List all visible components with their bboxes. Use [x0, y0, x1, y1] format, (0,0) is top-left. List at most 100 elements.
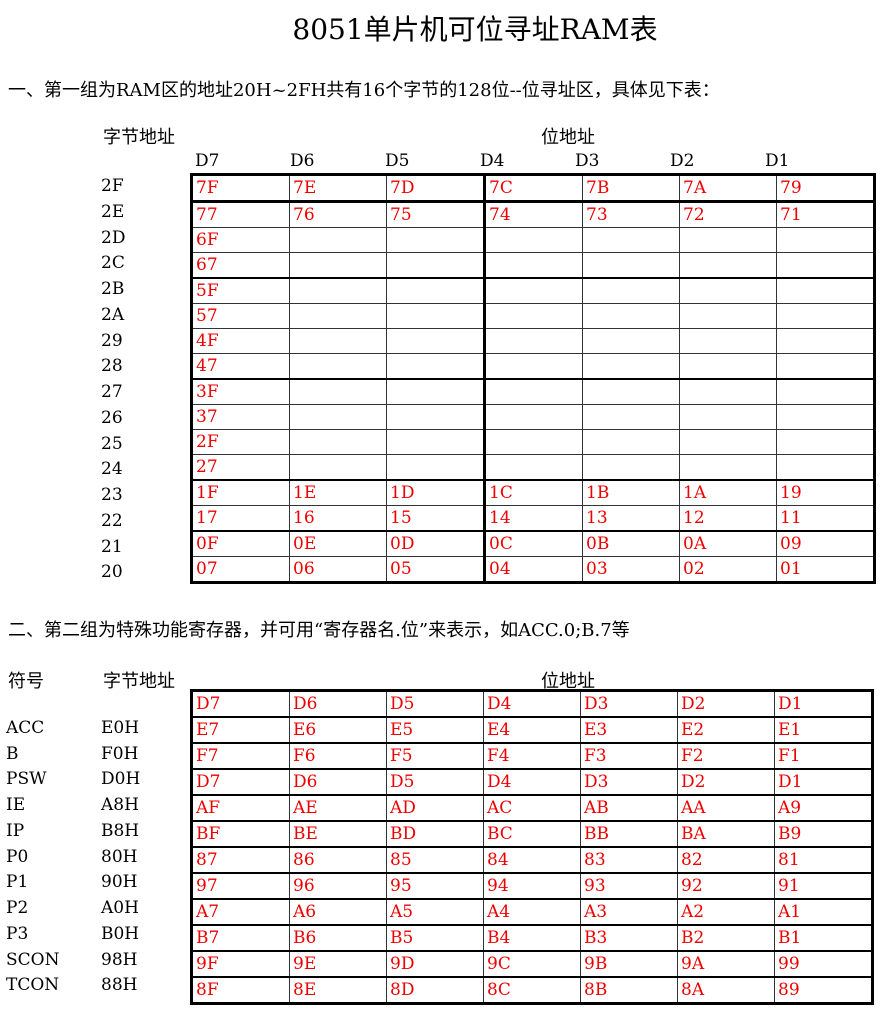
row-byte-address: 29 — [101, 330, 123, 351]
register-symbol: SCON — [6, 949, 60, 970]
bit-cell: D2 — [677, 690, 775, 718]
bit-cell — [483, 252, 583, 279]
table-row: 5F — [190, 277, 875, 304]
bit-cell — [776, 378, 875, 405]
bit-cell — [386, 227, 485, 253]
table-row: F7 F6 F5 F4 F3 F2 F1 — [190, 742, 873, 770]
row-byte-address: 27 — [101, 382, 123, 402]
register-byte-address: B0H — [101, 923, 140, 944]
bit-cell: A1 — [774, 898, 873, 926]
bit-cell — [483, 303, 583, 329]
bit-cell: 91 — [774, 872, 873, 900]
bit-cell: D5 — [386, 768, 484, 796]
table-row: 6F — [190, 227, 875, 253]
register-byte-address: 98H — [101, 949, 138, 970]
bit-cell: 85 — [386, 846, 484, 874]
bit-address-table-1: 7F 7E 7D 7C 7B 7A 79 77 76 75 74 73 72 71 6F 67 5F 57 4F 47… — [190, 173, 876, 584]
table-row: D7 D6 D5 D4 D3 D2 D1 — [190, 768, 873, 796]
bit-cell: 8B — [580, 976, 678, 1005]
table-row: E7 E6 E5 E4 E3 E2 E1 — [190, 716, 873, 744]
table-row: 07 06 05 04 03 02 01 — [190, 556, 875, 583]
bit-cell: A3 — [580, 898, 678, 926]
bit-cell: F2 — [677, 742, 775, 770]
bit-cell: 15 — [386, 505, 485, 532]
bit-cell: 8E — [289, 976, 387, 1005]
bit-cell: E6 — [289, 716, 387, 744]
bit-cell — [386, 277, 485, 304]
bit-cell — [679, 404, 777, 430]
bit-cell: B2 — [677, 924, 775, 952]
bit-cell: 75 — [386, 201, 485, 228]
bit-cell: 0E — [289, 530, 387, 557]
bit-cell: 7A — [679, 174, 777, 203]
bit-cell: 0C — [483, 530, 583, 557]
column-header: D7 — [195, 151, 220, 171]
bit-cell: 2F — [190, 429, 290, 455]
bit-cell: F6 — [289, 742, 387, 770]
bit-cell — [289, 303, 387, 329]
bit-cell — [386, 429, 485, 455]
row-byte-address: 2F — [101, 176, 124, 196]
table-row: 67 — [190, 252, 875, 279]
bit-cell — [289, 353, 387, 380]
bit-cell — [582, 378, 680, 405]
bit-cell — [679, 328, 777, 354]
bit-cell — [679, 378, 777, 405]
bit-cell: 27 — [190, 454, 290, 481]
bit-cell: 7C — [483, 174, 583, 203]
bit-cell: AA — [677, 794, 775, 822]
register-symbol: P3 — [6, 923, 29, 944]
table-row: 57 — [190, 303, 875, 329]
bit-cell: A9 — [774, 794, 873, 822]
column-header: D5 — [385, 151, 410, 171]
table-row: 27 — [190, 454, 875, 481]
bit-cell — [776, 227, 875, 253]
bit-cell — [776, 277, 875, 304]
register-byte-address: D0H — [101, 769, 141, 790]
bit-cell: F7 — [190, 742, 290, 770]
bit-cell: D6 — [289, 768, 387, 796]
bit-cell: 1F — [190, 479, 290, 506]
table-row: 87 86 85 84 83 82 81 — [190, 846, 873, 874]
bit-cell — [582, 277, 680, 304]
row-byte-address: 2E — [101, 201, 125, 222]
bit-cell — [679, 277, 777, 304]
bit-cell: F4 — [483, 742, 581, 770]
bit-cell: 8D — [386, 976, 484, 1005]
bit-cell: 3F — [190, 378, 290, 405]
bit-cell: 0A — [679, 530, 777, 557]
bit-cell: 96 — [289, 872, 387, 900]
bit-cell — [679, 303, 777, 329]
bit-cell: E3 — [580, 716, 678, 744]
bit-cell: 77 — [190, 201, 290, 228]
bit-cell — [582, 429, 680, 455]
table-row: 7F 7E 7D 7C 7B 7A 79 — [190, 174, 875, 203]
bit-cell: D6 — [289, 690, 387, 718]
bit-cell: 47 — [190, 353, 290, 380]
bit-cell — [386, 303, 485, 329]
table-row: D7 D6 D5 D4 D3 D2 D1 — [190, 690, 873, 718]
row-byte-address: 22 — [101, 510, 123, 531]
bit-cell: 8C — [483, 976, 581, 1005]
bit-cell — [483, 404, 583, 430]
bit-cell: B3 — [580, 924, 678, 952]
table-row: 47 — [190, 353, 875, 380]
bit-cell — [776, 454, 875, 481]
register-symbol: ACC — [6, 717, 45, 738]
bit-cell — [483, 277, 583, 304]
row-byte-address: 2D — [101, 227, 126, 248]
bit-cell: 1E — [289, 479, 387, 506]
bit-cell: 82 — [677, 846, 775, 874]
row-byte-address: 20 — [101, 562, 123, 583]
table-row: 1F 1E 1D 1C 1B 1A 19 — [190, 479, 875, 506]
bit-cell — [386, 378, 485, 405]
row-byte-address: 2B — [101, 279, 125, 299]
byte-addr-label: 字节地址 — [103, 127, 175, 148]
bit-cell: BB — [580, 820, 678, 848]
table-row: 97 96 95 94 93 92 91 — [190, 872, 873, 900]
bit-cell: 04 — [483, 556, 583, 583]
bit-cell: A6 — [289, 898, 387, 926]
bit-cell: 9F — [190, 950, 290, 978]
row-byte-address: 25 — [101, 433, 123, 454]
bit-cell: B4 — [483, 924, 581, 952]
